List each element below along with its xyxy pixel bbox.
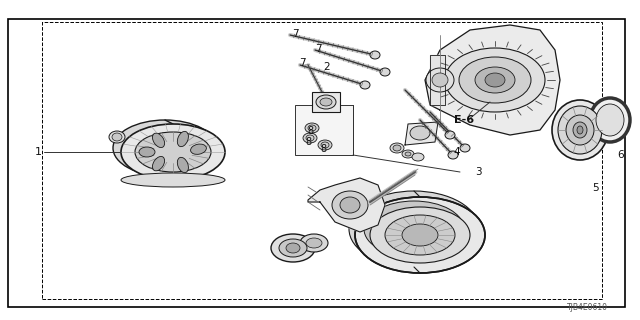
Text: 7: 7 <box>315 44 321 54</box>
Ellipse shape <box>355 197 485 273</box>
Ellipse shape <box>459 57 531 103</box>
Polygon shape <box>425 25 560 135</box>
Ellipse shape <box>590 98 630 142</box>
Ellipse shape <box>360 81 370 89</box>
Text: 5: 5 <box>592 183 598 193</box>
Ellipse shape <box>332 191 368 219</box>
Ellipse shape <box>412 153 424 161</box>
Bar <box>312 92 340 112</box>
Ellipse shape <box>109 131 125 143</box>
Ellipse shape <box>566 115 594 145</box>
Ellipse shape <box>279 239 307 257</box>
Ellipse shape <box>475 67 515 93</box>
Ellipse shape <box>596 104 624 136</box>
Ellipse shape <box>340 197 360 213</box>
Text: 8: 8 <box>320 144 326 154</box>
Ellipse shape <box>306 238 322 248</box>
Ellipse shape <box>318 140 332 150</box>
Ellipse shape <box>320 98 332 106</box>
Ellipse shape <box>402 150 414 158</box>
Text: 3: 3 <box>475 167 482 177</box>
Ellipse shape <box>177 157 188 172</box>
Ellipse shape <box>121 173 225 187</box>
Ellipse shape <box>112 133 122 141</box>
Ellipse shape <box>448 151 458 159</box>
Ellipse shape <box>552 100 608 160</box>
Ellipse shape <box>303 133 317 143</box>
Ellipse shape <box>390 143 404 153</box>
Ellipse shape <box>380 68 390 76</box>
Ellipse shape <box>402 224 438 246</box>
Ellipse shape <box>577 126 583 134</box>
Ellipse shape <box>139 147 155 157</box>
Bar <box>42 22 602 299</box>
Ellipse shape <box>135 132 211 172</box>
Ellipse shape <box>370 51 380 59</box>
Ellipse shape <box>460 144 470 152</box>
Ellipse shape <box>485 73 505 87</box>
Polygon shape <box>308 178 385 232</box>
Ellipse shape <box>121 124 225 180</box>
Ellipse shape <box>305 123 319 133</box>
Text: 2: 2 <box>324 62 330 72</box>
Ellipse shape <box>191 144 206 154</box>
Ellipse shape <box>286 243 300 253</box>
Ellipse shape <box>364 201 464 257</box>
Text: E-6: E-6 <box>454 115 474 125</box>
Polygon shape <box>405 122 438 145</box>
Ellipse shape <box>113 120 217 176</box>
Ellipse shape <box>573 122 587 138</box>
Ellipse shape <box>393 145 401 151</box>
Ellipse shape <box>152 156 164 171</box>
Ellipse shape <box>432 73 448 87</box>
Text: 8: 8 <box>307 126 313 136</box>
Text: 4: 4 <box>453 147 460 157</box>
Ellipse shape <box>426 68 454 92</box>
Ellipse shape <box>271 234 315 262</box>
Polygon shape <box>430 55 445 105</box>
Ellipse shape <box>349 191 479 267</box>
Ellipse shape <box>385 215 455 255</box>
Bar <box>295 105 353 155</box>
Text: 1: 1 <box>35 147 42 157</box>
Text: 8: 8 <box>305 137 311 147</box>
Ellipse shape <box>127 128 203 168</box>
Ellipse shape <box>152 133 164 148</box>
Ellipse shape <box>445 131 455 139</box>
Text: TJB4E0610: TJB4E0610 <box>567 303 608 312</box>
Ellipse shape <box>445 48 545 112</box>
Ellipse shape <box>300 234 328 252</box>
Ellipse shape <box>316 95 336 109</box>
Text: 7: 7 <box>299 58 305 68</box>
Ellipse shape <box>177 132 188 147</box>
Ellipse shape <box>405 152 411 156</box>
Text: 6: 6 <box>617 150 623 160</box>
Ellipse shape <box>370 207 470 263</box>
Ellipse shape <box>410 126 430 140</box>
Ellipse shape <box>558 106 602 154</box>
Text: 7: 7 <box>292 29 298 39</box>
